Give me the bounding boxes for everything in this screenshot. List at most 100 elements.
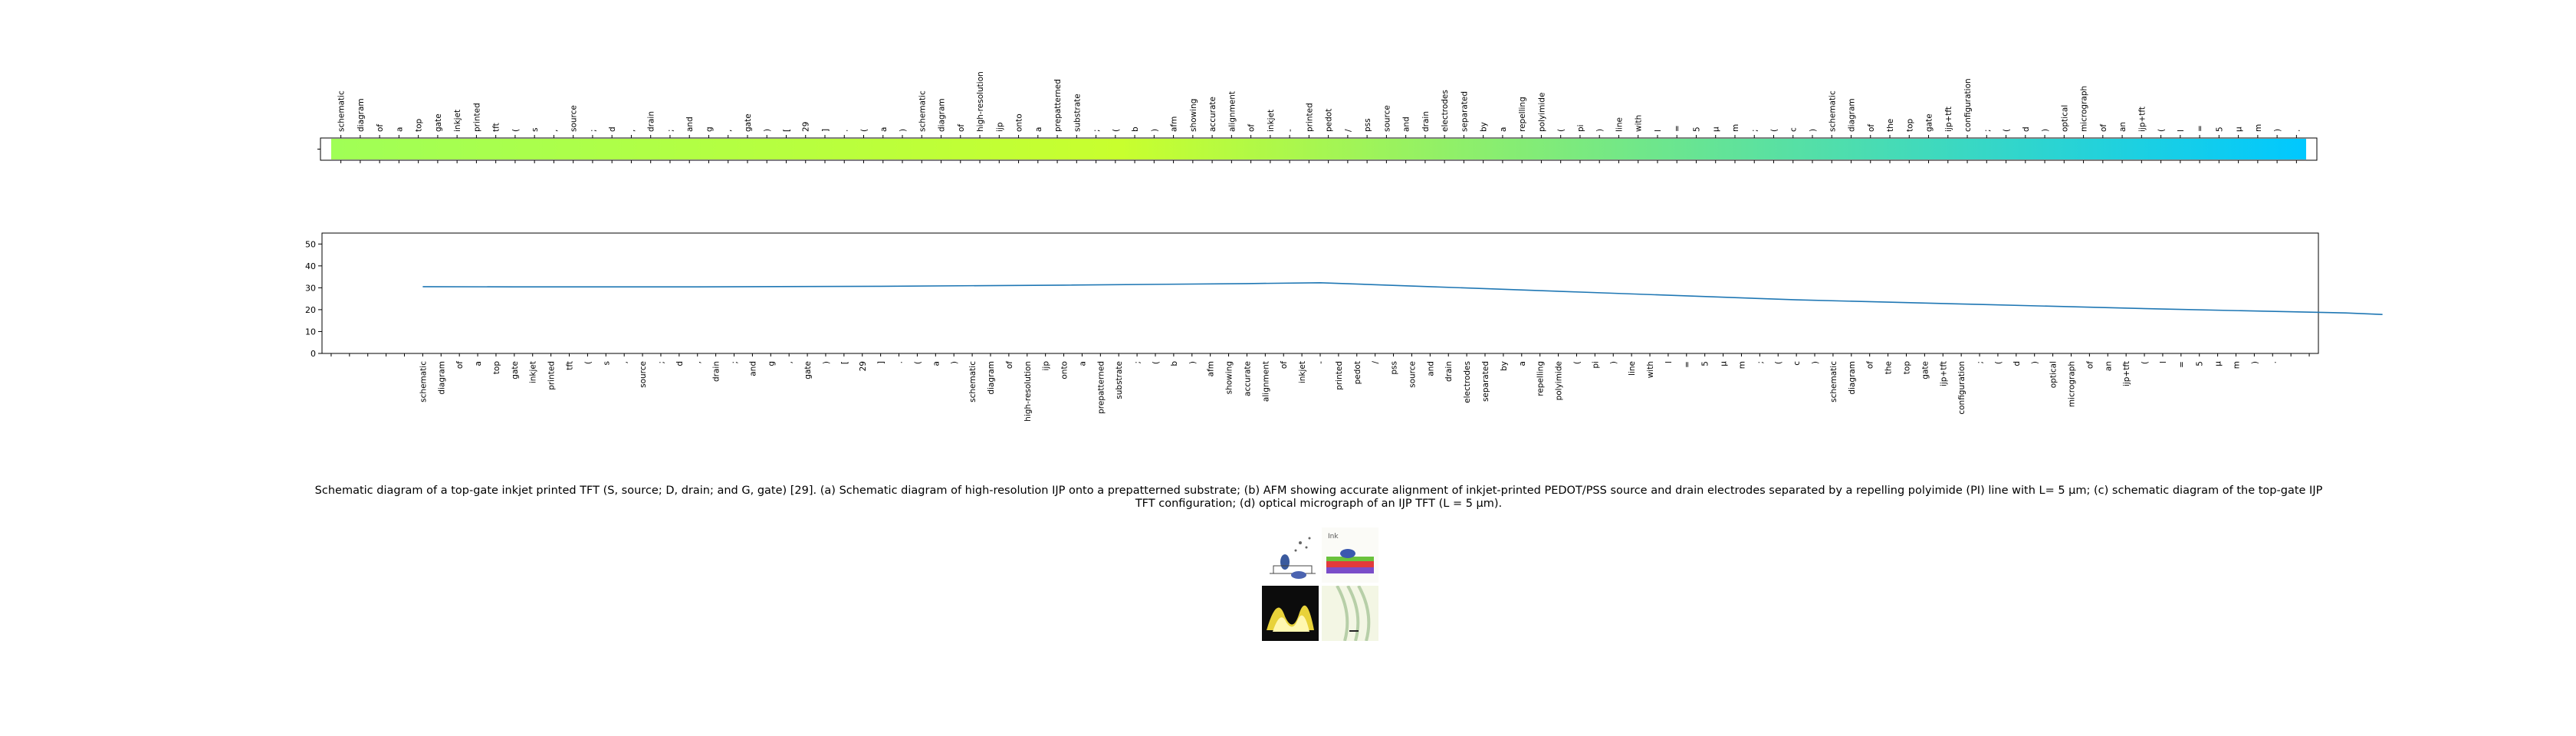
heatmap-token-label: accurate [1208,97,1217,132]
heatmap-token-label: ijp+tft [1944,107,1953,132]
heatmap-token-label: configuration [1963,78,1973,132]
heatmap-token-label: l [1654,130,1663,132]
figure-caption: Schematic diagram of a top-gate inkjet p… [314,485,2323,510]
heatmap-cells [331,139,2306,159]
thumbnail-grid: Ink [1262,527,1378,642]
heatmap-token-label: pi [1576,124,1585,132]
x-tick-label: diagram [437,361,446,395]
x-tick-label: ) [2250,361,2259,364]
x-tick-label: , [785,361,794,363]
x-tick-label: ( [2141,361,2150,364]
heatmap-token-label: polyimide [1537,93,1546,132]
x-tick-label: an [2104,361,2113,371]
series-line [422,281,2383,315]
x-tick-label: ) [1188,361,1198,364]
x-tick-label: s [602,361,611,365]
x-tick-label: / [1372,361,1381,364]
heatmap-token-label: ; [1983,129,1992,132]
heatmap-token-label: gate [1925,113,1934,132]
heatmap-token-label: top [415,118,424,132]
heatmap-token-label: ijp+tft [2137,107,2147,132]
x-tick-label: drain [712,361,721,382]
heatmap-token-label: repelling [1518,97,1527,132]
x-tick-label: source [639,361,648,388]
x-tick-label: pedot [1353,361,1362,384]
x-tick-label: ] [877,361,886,364]
heatmap-token-label: pedot [1325,109,1334,132]
x-tick-label: pi [1591,361,1600,369]
x-tick-label: ( [1152,361,1161,364]
x-tick-label: and [748,361,757,376]
x-tick-label: ; [1976,361,1985,364]
heatmap-token-label: gate [744,113,753,132]
heatmap-token-label: ) [1595,129,1605,132]
x-tick-label: diagram [1848,361,1857,395]
heatmap-token-label: printed [1305,103,1314,132]
x-tick-label: accurate [1243,361,1252,396]
heatmap-token-label: showing [1189,99,1198,132]
heatmap-token-label: electrodes [1441,90,1450,132]
heatmap-token-label: μ [1712,127,1721,132]
x-tick-label: ; [731,361,740,364]
x-tick-label: μ [2214,361,2223,366]
heatmap-token-label: micrograph [2080,86,2089,132]
x-tick-label: ) [950,361,959,364]
heatmap-token-label: ) [1150,129,1159,132]
x-tick-label: ; [1756,361,1765,364]
heatmap-token-label: prepatterned [1053,79,1063,132]
x-tick-label: separated [1481,361,1490,402]
y-tick-label: 40 [305,261,316,271]
x-tick-label: with [1646,361,1655,378]
x-tick-label: l [1664,361,1674,363]
heatmap-token-label: an [2118,122,2128,132]
x-tick-label: = [1683,361,1692,368]
heatmap-token-label: schematic [337,90,347,132]
heatmap-token-label: ] [821,129,830,132]
x-tick-label: optical [2049,361,2058,388]
x-tick-label: a [1518,361,1527,366]
heatmap-token-label: of [1247,124,1257,132]
heatmap-token-label: inkjet [453,110,462,132]
heatmap-token-label: μ [2235,127,2244,132]
x-tick-label: b [1170,361,1179,366]
heatmap-token-label: l [2177,130,2186,132]
heatmap-token-label: = [1673,125,1682,132]
x-tick-label: m [2232,361,2241,369]
heatmap-token-label: d [608,127,617,132]
heatmap-token-label: ) [1809,129,1818,132]
x-tick-label: printed [547,361,557,390]
x-tick-label: ijp+tft [1939,361,1948,386]
x-tick-label: polyimide [1555,361,1564,400]
heatmap-token-label: b [1131,127,1140,132]
schematic-sketch-thumbnail [1262,527,1319,583]
x-tick-label: ijp [1042,361,1051,371]
heatmap-token-label: source [1382,105,1392,132]
heatmap-token-label: s [531,128,540,132]
x-tick-label: ( [1994,361,2003,364]
x-tick-label: [ [840,361,849,364]
heatmap-token-label: alignment [1227,91,1237,132]
heatmap-token-label: of [957,124,966,132]
heatmap-token-label: m [2254,124,2263,132]
x-tick-label: configuration [1957,361,1967,415]
heatmap-token-label: ( [1769,129,1779,132]
heatmap-token-label: ) [2041,129,2050,132]
x-tick-label: and [1426,361,1435,376]
heatmap-token-label: schematic [1828,90,1837,132]
x-tick-label: the [1884,361,1894,374]
heatmap-token-label: by [1480,122,1489,132]
x-tick-label: g [767,361,776,366]
x-tick-label: . [895,361,905,363]
heatmap-token-label: and [1402,117,1411,132]
x-tick-label: ) [2031,361,2040,364]
heatmap-token-label: ( [860,129,869,132]
heatmap-token-label: ; [589,129,598,132]
x-tick-label: of [1005,361,1014,369]
heatmap-token-label: 29 [802,122,811,132]
x-tick-label: substrate [1115,361,1124,399]
heatmap-token-label: . [2292,130,2302,132]
x-tick-label: repelling [1536,361,1546,396]
heatmap-token-label: drain [1421,111,1431,132]
heatmap-token-label: [ [782,129,791,132]
